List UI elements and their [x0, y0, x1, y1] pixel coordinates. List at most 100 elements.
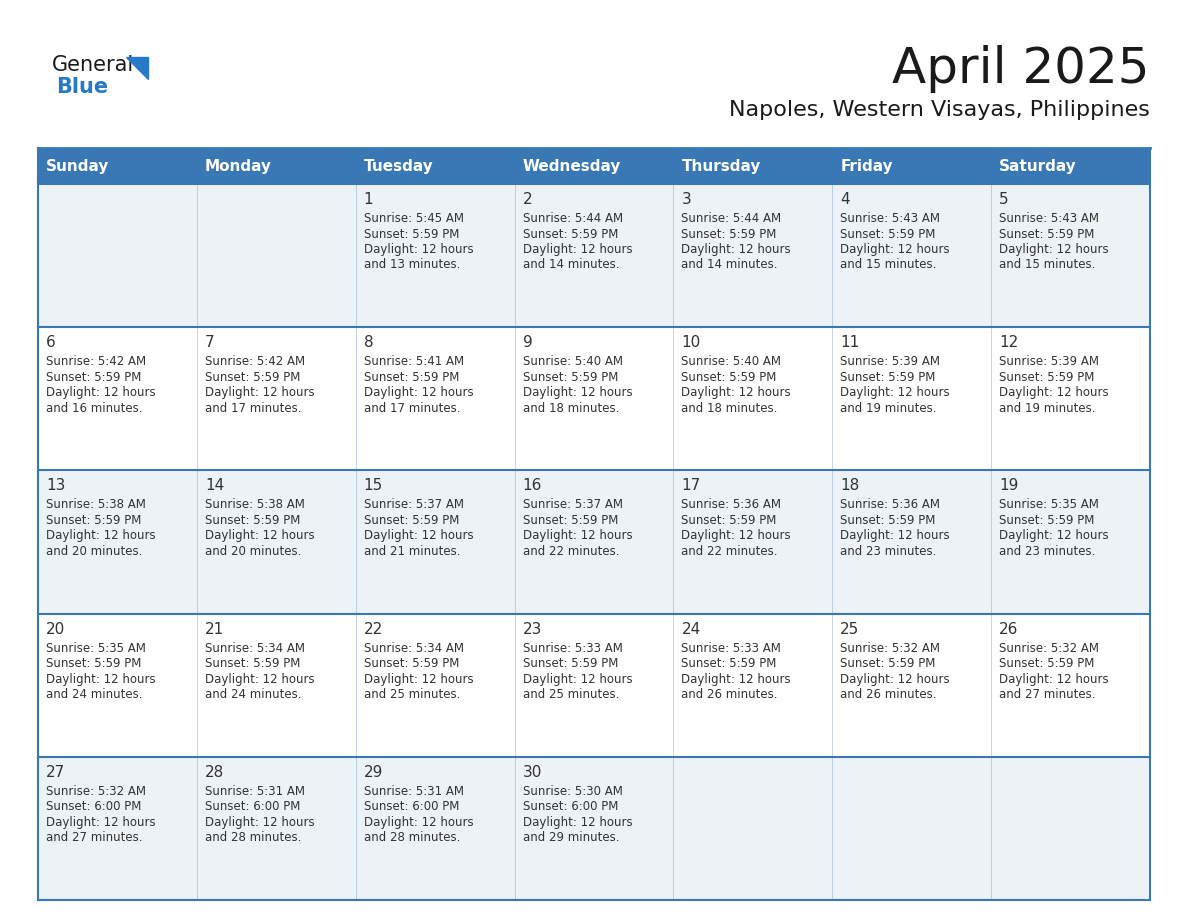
Bar — [514, 327, 674, 470]
Bar — [991, 184, 1150, 327]
Text: Sunset: 5:59 PM: Sunset: 5:59 PM — [840, 371, 936, 384]
Text: and 22 minutes.: and 22 minutes. — [682, 545, 778, 558]
Text: 19: 19 — [999, 478, 1018, 493]
Bar — [197, 184, 355, 327]
Text: Daylight: 12 hours: Daylight: 12 hours — [364, 386, 473, 399]
Text: and 15 minutes.: and 15 minutes. — [999, 259, 1095, 272]
Text: Sunset: 5:59 PM: Sunset: 5:59 PM — [204, 514, 301, 527]
Bar — [355, 613, 514, 756]
Text: Sunset: 5:59 PM: Sunset: 5:59 PM — [364, 514, 459, 527]
Text: Daylight: 12 hours: Daylight: 12 hours — [364, 243, 473, 256]
Text: 5: 5 — [999, 192, 1009, 207]
Text: 1: 1 — [364, 192, 373, 207]
Text: Sunrise: 5:33 AM: Sunrise: 5:33 AM — [682, 642, 782, 655]
Text: Sunrise: 5:39 AM: Sunrise: 5:39 AM — [840, 355, 940, 368]
Text: Sunday: Sunday — [46, 159, 109, 174]
Text: Sunrise: 5:36 AM: Sunrise: 5:36 AM — [682, 498, 782, 511]
Text: Daylight: 12 hours: Daylight: 12 hours — [46, 530, 156, 543]
Bar — [355, 327, 514, 470]
Text: Sunrise: 5:41 AM: Sunrise: 5:41 AM — [364, 355, 463, 368]
Bar — [833, 184, 991, 327]
Text: 2: 2 — [523, 192, 532, 207]
Bar — [38, 756, 197, 900]
Text: Daylight: 12 hours: Daylight: 12 hours — [682, 386, 791, 399]
Text: and 17 minutes.: and 17 minutes. — [204, 402, 302, 415]
Text: 17: 17 — [682, 478, 701, 493]
Bar — [355, 756, 514, 900]
Text: Daylight: 12 hours: Daylight: 12 hours — [364, 816, 473, 829]
Text: Daylight: 12 hours: Daylight: 12 hours — [364, 673, 473, 686]
Text: Sunset: 5:59 PM: Sunset: 5:59 PM — [999, 514, 1094, 527]
Text: 4: 4 — [840, 192, 849, 207]
Text: 6: 6 — [46, 335, 56, 350]
Text: 8: 8 — [364, 335, 373, 350]
Text: 15: 15 — [364, 478, 383, 493]
Text: Sunrise: 5:44 AM: Sunrise: 5:44 AM — [523, 212, 623, 225]
Text: Tuesday: Tuesday — [364, 159, 434, 174]
Text: 11: 11 — [840, 335, 860, 350]
Bar — [833, 470, 991, 613]
Text: Sunrise: 5:33 AM: Sunrise: 5:33 AM — [523, 642, 623, 655]
Bar — [355, 148, 514, 184]
Text: Sunset: 5:59 PM: Sunset: 5:59 PM — [999, 228, 1094, 241]
Text: Daylight: 12 hours: Daylight: 12 hours — [523, 673, 632, 686]
Text: and 28 minutes.: and 28 minutes. — [364, 832, 460, 845]
Bar — [674, 184, 833, 327]
Text: Napoles, Western Visayas, Philippines: Napoles, Western Visayas, Philippines — [729, 100, 1150, 120]
Text: and 21 minutes.: and 21 minutes. — [364, 545, 460, 558]
Text: 18: 18 — [840, 478, 860, 493]
Text: 3: 3 — [682, 192, 691, 207]
Text: and 25 minutes.: and 25 minutes. — [523, 688, 619, 701]
Text: Daylight: 12 hours: Daylight: 12 hours — [840, 243, 950, 256]
Text: Sunrise: 5:32 AM: Sunrise: 5:32 AM — [840, 642, 940, 655]
Text: Sunset: 5:59 PM: Sunset: 5:59 PM — [523, 657, 618, 670]
Text: Sunset: 5:59 PM: Sunset: 5:59 PM — [364, 228, 459, 241]
Text: and 19 minutes.: and 19 minutes. — [999, 402, 1095, 415]
Bar — [197, 327, 355, 470]
Text: Sunset: 5:59 PM: Sunset: 5:59 PM — [840, 657, 936, 670]
Text: Sunset: 5:59 PM: Sunset: 5:59 PM — [682, 371, 777, 384]
Text: Thursday: Thursday — [682, 159, 760, 174]
Text: 14: 14 — [204, 478, 225, 493]
Text: and 17 minutes.: and 17 minutes. — [364, 402, 460, 415]
Text: and 18 minutes.: and 18 minutes. — [523, 402, 619, 415]
Text: Sunset: 5:59 PM: Sunset: 5:59 PM — [840, 228, 936, 241]
Text: Sunset: 5:59 PM: Sunset: 5:59 PM — [523, 228, 618, 241]
Text: Daylight: 12 hours: Daylight: 12 hours — [523, 530, 632, 543]
Text: Blue: Blue — [56, 77, 108, 97]
Text: April 2025: April 2025 — [892, 45, 1150, 93]
Text: Daylight: 12 hours: Daylight: 12 hours — [364, 530, 473, 543]
Text: Sunrise: 5:32 AM: Sunrise: 5:32 AM — [46, 785, 146, 798]
Text: Sunrise: 5:32 AM: Sunrise: 5:32 AM — [999, 642, 1099, 655]
Text: and 24 minutes.: and 24 minutes. — [204, 688, 302, 701]
Text: Sunset: 5:59 PM: Sunset: 5:59 PM — [523, 371, 618, 384]
Text: Sunset: 5:59 PM: Sunset: 5:59 PM — [682, 514, 777, 527]
Text: Daylight: 12 hours: Daylight: 12 hours — [999, 386, 1108, 399]
Text: Sunset: 5:59 PM: Sunset: 5:59 PM — [46, 514, 141, 527]
Text: Sunrise: 5:40 AM: Sunrise: 5:40 AM — [523, 355, 623, 368]
Bar — [991, 470, 1150, 613]
Text: and 23 minutes.: and 23 minutes. — [840, 545, 936, 558]
Text: and 14 minutes.: and 14 minutes. — [523, 259, 619, 272]
Text: and 25 minutes.: and 25 minutes. — [364, 688, 460, 701]
Text: Daylight: 12 hours: Daylight: 12 hours — [204, 530, 315, 543]
Text: Sunrise: 5:37 AM: Sunrise: 5:37 AM — [364, 498, 463, 511]
Text: Sunrise: 5:38 AM: Sunrise: 5:38 AM — [46, 498, 146, 511]
Text: 27: 27 — [46, 765, 65, 779]
Text: 30: 30 — [523, 765, 542, 779]
Text: Sunrise: 5:42 AM: Sunrise: 5:42 AM — [204, 355, 305, 368]
Text: and 27 minutes.: and 27 minutes. — [46, 832, 143, 845]
Text: Daylight: 12 hours: Daylight: 12 hours — [682, 243, 791, 256]
Text: Sunrise: 5:31 AM: Sunrise: 5:31 AM — [364, 785, 463, 798]
Bar — [674, 613, 833, 756]
Text: and 14 minutes.: and 14 minutes. — [682, 259, 778, 272]
Bar — [197, 148, 355, 184]
Text: Sunset: 5:59 PM: Sunset: 5:59 PM — [840, 514, 936, 527]
Text: 13: 13 — [46, 478, 65, 493]
Bar — [197, 756, 355, 900]
Text: Sunset: 5:59 PM: Sunset: 5:59 PM — [46, 371, 141, 384]
Text: Sunset: 5:59 PM: Sunset: 5:59 PM — [682, 657, 777, 670]
Text: Daylight: 12 hours: Daylight: 12 hours — [999, 530, 1108, 543]
Text: and 20 minutes.: and 20 minutes. — [46, 545, 143, 558]
Text: Sunset: 5:59 PM: Sunset: 5:59 PM — [682, 228, 777, 241]
